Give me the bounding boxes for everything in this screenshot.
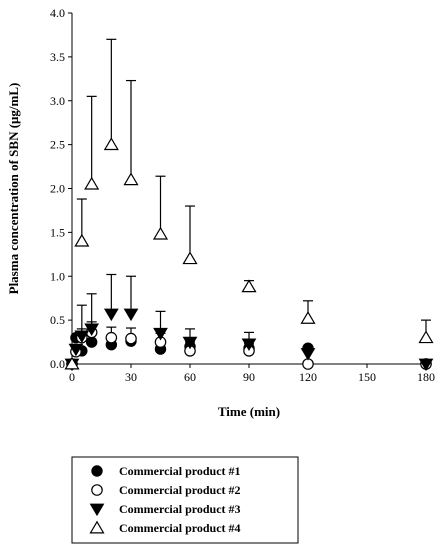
- legend-label: Commercial product #3: [119, 502, 241, 516]
- legend-label: Commercial product #2: [119, 483, 241, 497]
- data-point: [300, 311, 316, 324]
- x-tick-label: 180: [417, 370, 435, 384]
- data-point: [182, 251, 198, 265]
- data-point: [300, 348, 316, 361]
- data-point: [103, 137, 119, 151]
- legend: Commercial product #1 Commercial product …: [89, 464, 241, 535]
- series-3: [64, 273, 434, 372]
- x-tick-label: 0: [69, 370, 75, 384]
- x-tick-label: 30: [125, 370, 137, 384]
- data-point: [125, 332, 137, 345]
- y-tick-label: 2.0: [50, 182, 65, 196]
- y-tick-label: 3.0: [50, 94, 65, 108]
- legend-marker: [89, 503, 105, 517]
- data-point: [182, 336, 198, 350]
- y-tick-label: 1.5: [50, 225, 65, 239]
- y-axis-title: Plasma concentration of SBN (μg/mL): [6, 83, 21, 295]
- data-point: [153, 327, 168, 341]
- x-tick-label: 150: [358, 370, 376, 384]
- series-4: [64, 38, 434, 370]
- data-point: [85, 336, 98, 348]
- data-point: [74, 233, 90, 247]
- legend-marker: [91, 465, 103, 477]
- data-point: [74, 330, 90, 344]
- x-tick-label: 90: [243, 370, 255, 384]
- x-tick-label: 60: [184, 370, 196, 384]
- y-tick-label: 3.5: [50, 50, 65, 64]
- data-point: [105, 331, 118, 344]
- y-tick-label: 1.0: [50, 269, 65, 283]
- legend-marker: [91, 484, 103, 496]
- legend-box: [71, 456, 299, 544]
- data-point: [418, 330, 434, 344]
- legend-label: Commercial product #1: [119, 464, 241, 478]
- data-point: [241, 279, 257, 293]
- data-point: [64, 356, 80, 370]
- data-point: [241, 338, 257, 351]
- data-point: [418, 358, 434, 372]
- y-tick-label: 0.5: [50, 313, 65, 327]
- data-point: [68, 343, 84, 357]
- x-axis-title: Time (min): [218, 404, 280, 419]
- x-tick-label: 120: [299, 370, 317, 384]
- y-tick-label: 2.5: [50, 138, 65, 152]
- y-tick-label: 4.0: [50, 6, 65, 20]
- data-point: [103, 308, 119, 322]
- plot-area: 0.0 0.5 1.0 1.5 2.0 2.5 3.0 3.5 4.0 0 30 60 90 120 150…: [50, 6, 435, 384]
- data-point: [123, 308, 139, 322]
- legend-label: Commercial product #4: [119, 521, 241, 535]
- data-point: [84, 323, 100, 337]
- legend-marker: [89, 520, 105, 534]
- data-point: [152, 226, 169, 240]
- data-point: [84, 176, 100, 190]
- data-point: [123, 172, 139, 186]
- y-tick-label: 0.0: [50, 357, 65, 371]
